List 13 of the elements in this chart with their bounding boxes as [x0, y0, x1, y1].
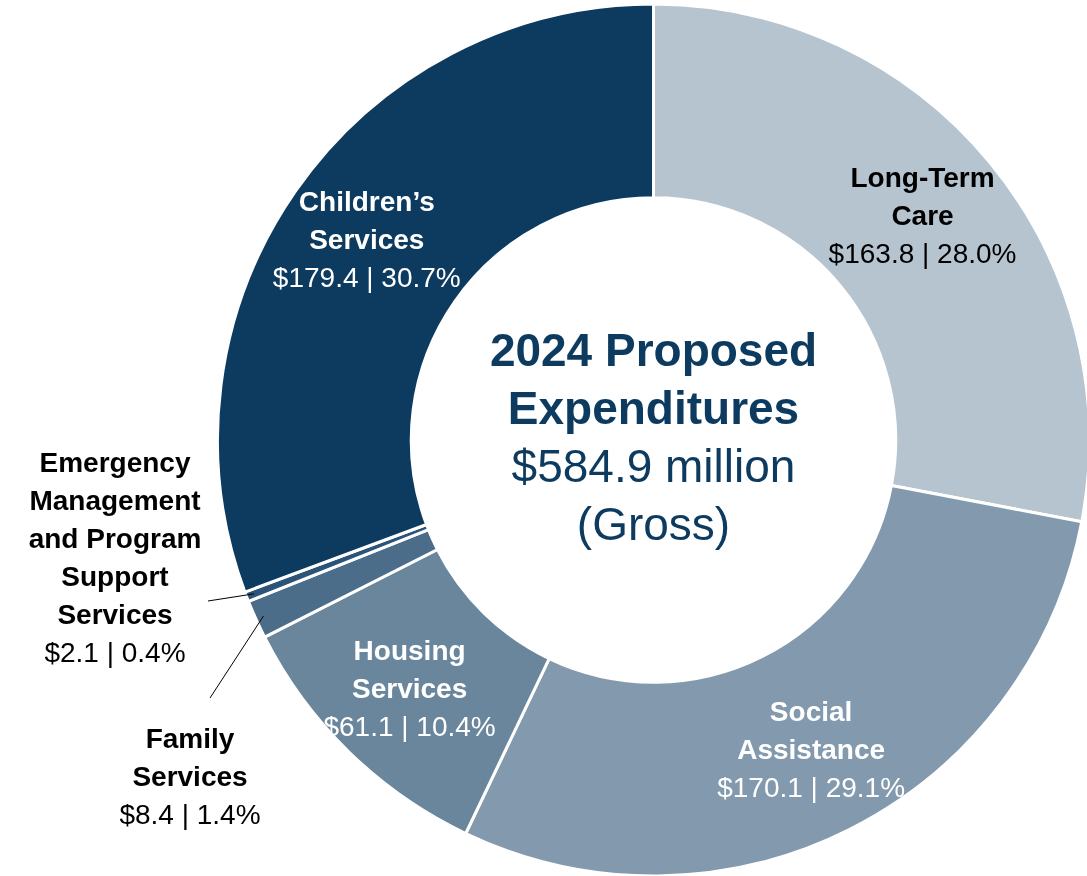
slice-label: Social Assistance: [737, 696, 886, 766]
slice-label: Family Services: [132, 722, 248, 792]
data-label: $8.4 | 1.4%: [119, 798, 261, 830]
slice-label: Housing Services: [352, 634, 468, 704]
slice-label: Long-Term Care: [850, 162, 995, 232]
slice-label: Emergency Management and Program Support Services: [28, 446, 202, 630]
data-label: $170.1 | 29.1%: [717, 772, 906, 804]
text: $584.9 million (Gross): [511, 439, 796, 550]
data-label: $2.1 | 0.4%: [44, 636, 186, 668]
slice-label: Children’s Services: [298, 185, 435, 255]
data-label: $179.4 | 30.7%: [272, 261, 461, 293]
data-label: $163.8 | 28.0%: [828, 238, 1017, 270]
text: 2024 Proposed Expenditures: [489, 323, 818, 434]
